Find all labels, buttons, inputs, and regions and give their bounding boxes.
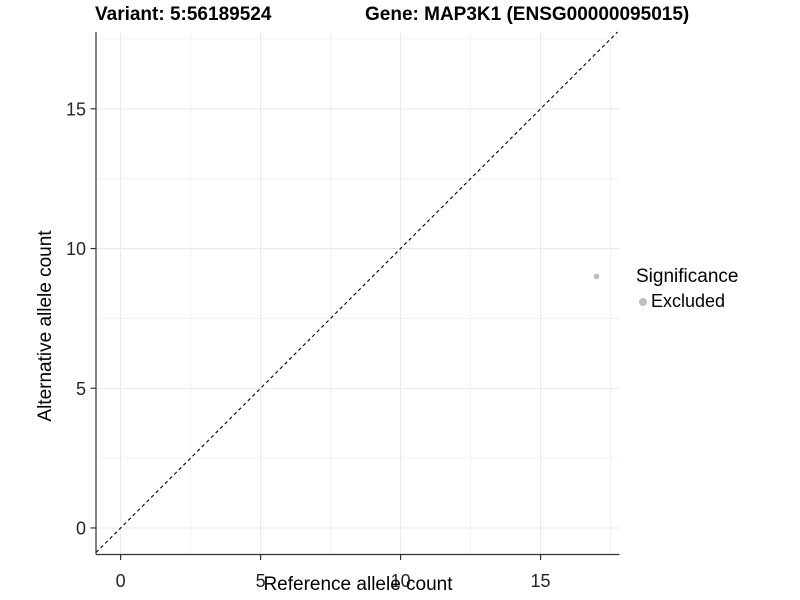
y-tick-label: 15 bbox=[66, 99, 86, 119]
legend: Significance Excluded bbox=[636, 266, 738, 312]
y-axis-title: Alternative allele count bbox=[35, 230, 56, 422]
legend-item-excluded: Excluded bbox=[639, 291, 738, 312]
legend-point-icon bbox=[639, 297, 647, 306]
y-tick-label: 5 bbox=[76, 379, 86, 399]
legend-item-label: Excluded bbox=[651, 291, 726, 311]
x-tick-label: 15 bbox=[531, 571, 551, 591]
y-tick-label: 0 bbox=[76, 518, 86, 538]
data-point bbox=[593, 273, 600, 280]
x-tick-label: 0 bbox=[116, 571, 126, 591]
x-tick-label: 10 bbox=[391, 571, 411, 591]
legend-title: Significance bbox=[636, 266, 739, 287]
plot-title-gene: Gene: MAP3K1 (ENSG00000095015) bbox=[365, 4, 690, 25]
x-axis-title: Reference allele count bbox=[263, 574, 453, 595]
identity-reference-line bbox=[95, 31, 618, 553]
y-tick-label: 10 bbox=[66, 239, 86, 259]
plot-title-variant: Variant: 5:56189524 bbox=[95, 4, 272, 25]
x-tick-label: 5 bbox=[256, 571, 266, 591]
